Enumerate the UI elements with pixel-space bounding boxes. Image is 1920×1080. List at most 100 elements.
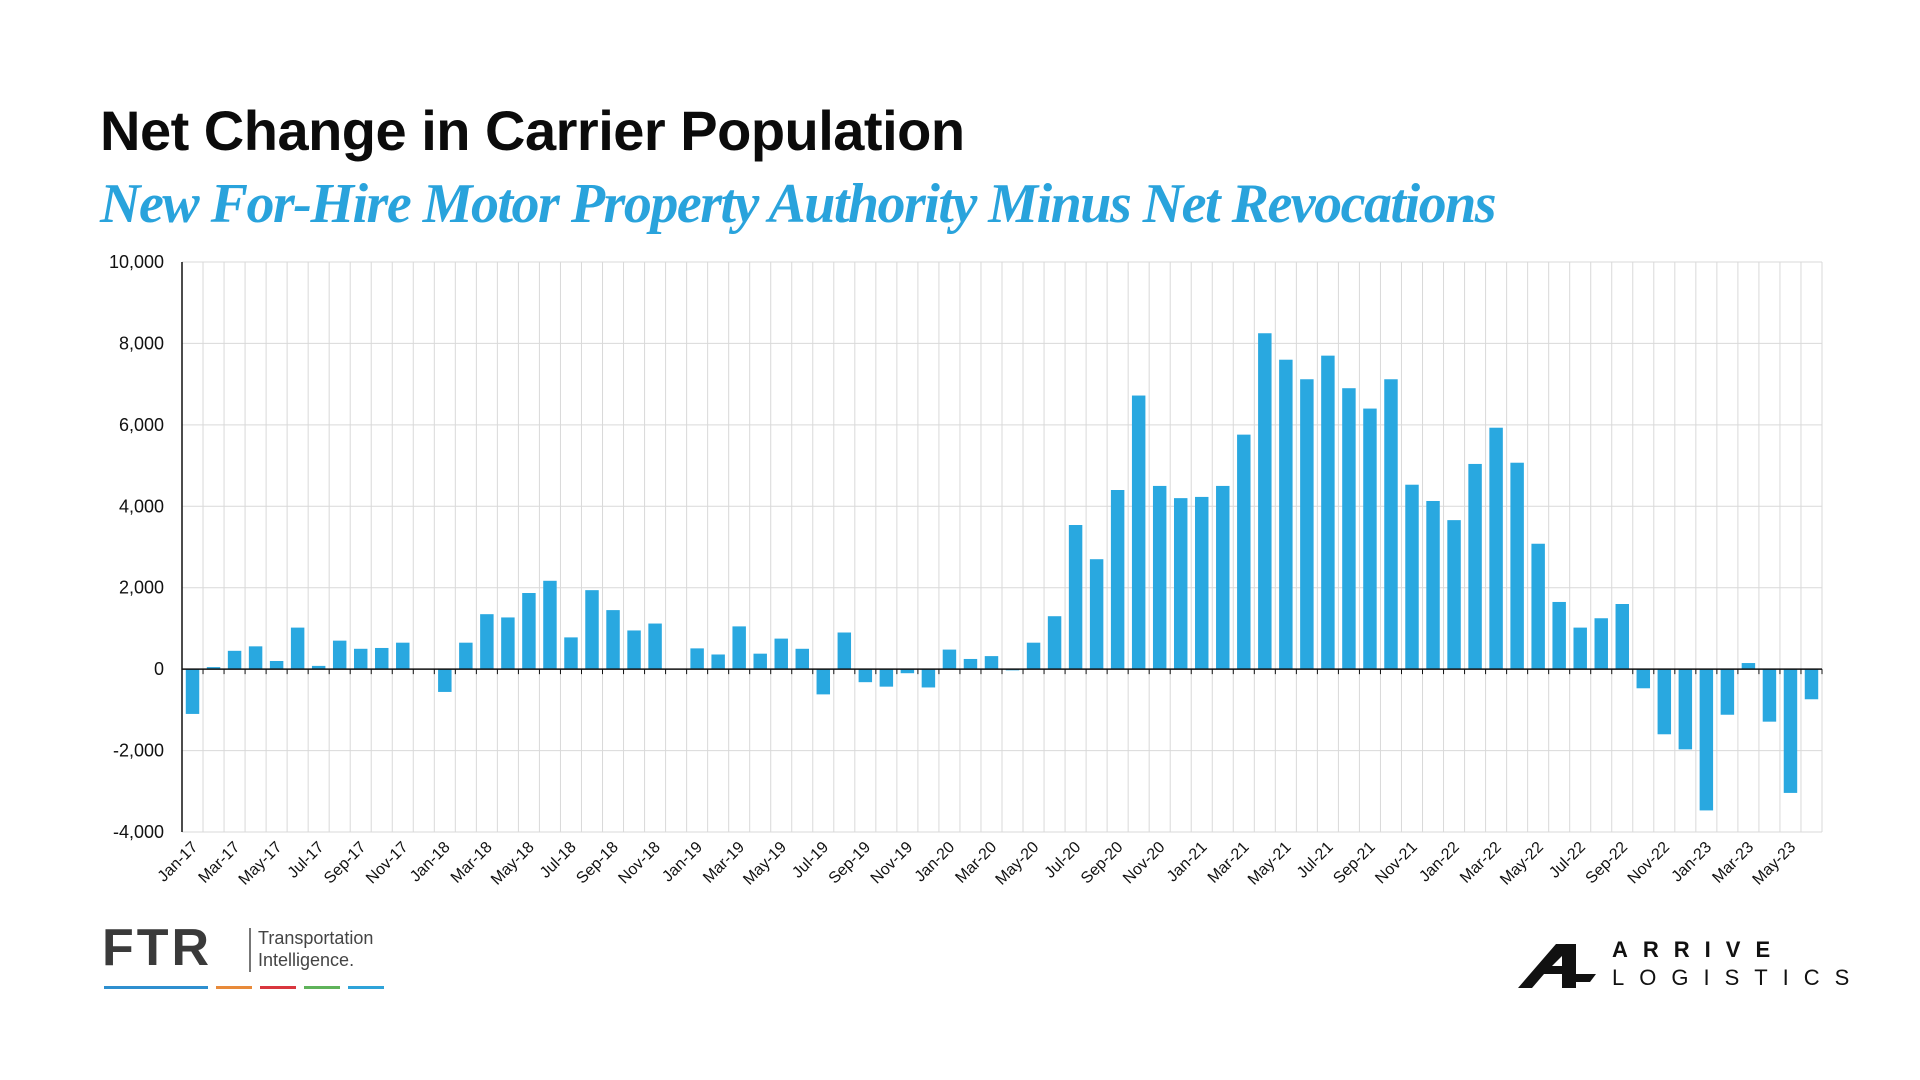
bar-Jul-18 — [564, 637, 578, 670]
bar-Apr-23 — [1762, 669, 1777, 722]
x-tick-label: Sep-22 — [1583, 839, 1632, 888]
bar-Dec-21 — [1426, 500, 1440, 670]
bar-Jan-17 — [185, 669, 200, 714]
ftr-logo-divider — [249, 928, 251, 972]
bar-Jun-19 — [795, 648, 809, 670]
bar-Feb-21 — [1216, 485, 1230, 670]
bar-Aug-18 — [585, 590, 599, 670]
y-tick-label: 0 — [154, 659, 164, 679]
bar-Jun-18 — [543, 580, 557, 670]
bar-Sep-20 — [1110, 490, 1125, 670]
x-tick-label: Sep-19 — [826, 839, 875, 888]
x-tick-label: Nov-22 — [1625, 839, 1674, 888]
ftr-color-bar — [216, 986, 252, 989]
bar-Feb-23 — [1720, 669, 1735, 715]
bar-Nov-17 — [396, 642, 410, 670]
bar-Feb-22 — [1468, 463, 1482, 670]
x-tick-label: Jan-21 — [1164, 839, 1211, 886]
x-tick-label: Mar-20 — [952, 839, 1000, 887]
bar-Jun-22 — [1552, 601, 1566, 670]
bar-May-20 — [1026, 642, 1041, 670]
bar-Nov-19 — [900, 669, 915, 674]
chart-title: Net Change in Carrier Population — [100, 99, 965, 162]
bar-Sep-18 — [606, 610, 620, 670]
bar-Dec-19 — [921, 669, 936, 688]
bar-Nov-20 — [1152, 485, 1167, 670]
chart-subtitle: New For-Hire Motor Property Authority Mi… — [100, 173, 1497, 235]
bar-Aug-22 — [1594, 618, 1608, 670]
bar-Nov-22 — [1657, 669, 1672, 735]
bar-Jul-20 — [1068, 525, 1083, 670]
bar-Jan-19 — [690, 648, 704, 670]
ftr-color-bar — [304, 986, 340, 989]
bar-Apr-22 — [1510, 462, 1524, 670]
bar-Apr-21 — [1258, 333, 1272, 670]
bar-May-19 — [774, 638, 788, 670]
bar-Dec-20 — [1173, 498, 1188, 670]
x-tick-label: Sep-18 — [573, 839, 622, 888]
bar-Apr-19 — [753, 653, 767, 670]
bar-May-22 — [1531, 543, 1545, 670]
bar-Oct-19 — [879, 669, 894, 687]
x-tick-label: Jan-22 — [1416, 839, 1463, 886]
bar-Feb-18 — [459, 642, 473, 670]
ftr-tagline-line2: Intelligence. — [258, 950, 355, 970]
bar-Nov-21 — [1405, 484, 1419, 670]
x-tick-label: Nov-21 — [1372, 839, 1421, 888]
arrive-logo-mark-icon — [1518, 944, 1596, 988]
bar-Sep-19 — [858, 669, 873, 683]
bar-Jan-22 — [1447, 520, 1461, 670]
x-tick-label: Nov-17 — [363, 839, 412, 888]
x-tick-label: Mar-21 — [1205, 839, 1253, 887]
x-tick-label: May-18 — [488, 839, 538, 889]
x-tick-label: Mar-22 — [1457, 839, 1505, 887]
x-tick-label: May-19 — [740, 839, 790, 889]
bar-Mar-18 — [480, 614, 494, 670]
bar-Jan-23 — [1699, 669, 1714, 811]
ftr-logo: FTR Transportation Intelligence. — [102, 922, 402, 992]
x-tick-label: Sep-20 — [1078, 839, 1127, 888]
bar-Aug-21 — [1342, 388, 1356, 670]
x-tick-label: Jan-23 — [1669, 839, 1716, 886]
bar-Oct-18 — [627, 630, 641, 670]
bar-Aug-20 — [1089, 559, 1104, 670]
y-tick-label: 2,000 — [119, 578, 164, 598]
bar-Jul-21 — [1321, 355, 1335, 670]
x-tick-label: Mar-18 — [448, 839, 496, 887]
bar-Sep-17 — [353, 648, 368, 670]
bar-Sep-21 — [1363, 408, 1377, 670]
bar-Jul-22 — [1573, 627, 1587, 670]
bar-Jan-20 — [942, 649, 957, 670]
y-tick-label: 8,000 — [119, 333, 164, 353]
bar-Jul-19 — [816, 669, 831, 695]
x-tick-label: Jan-17 — [155, 839, 202, 886]
bar-Jan-21 — [1195, 496, 1209, 670]
grid-lines — [181, 261, 1823, 833]
x-tick-label: Nov-18 — [615, 839, 664, 888]
bar-Oct-22 — [1636, 669, 1651, 689]
bar-Mar-17 — [227, 650, 242, 670]
x-tick-label: Nov-19 — [868, 839, 917, 888]
ftr-logo-letters: FTR — [102, 919, 213, 977]
arrive-logistics-logo: ARRIVE LOGISTICS — [1518, 938, 1858, 998]
bar-Mar-20 — [984, 656, 999, 670]
bar-Jun-23 — [1804, 669, 1819, 700]
bar-Mar-19 — [732, 626, 746, 670]
bar-Feb-17 — [206, 667, 221, 670]
y-tick-label: -4,000 — [113, 822, 164, 842]
bar-May-23 — [1783, 669, 1798, 793]
bar-Oct-17 — [375, 647, 389, 670]
x-tick-label: Jan-20 — [912, 839, 959, 886]
bar-Nov-18 — [648, 623, 662, 670]
bar-May-17 — [269, 661, 284, 670]
ftr-tagline-line1: Transportation — [258, 928, 374, 948]
bar-Jul-17 — [311, 665, 326, 670]
bar-Jun-20 — [1047, 616, 1062, 670]
bar-Feb-20 — [963, 658, 978, 670]
bar-May-21 — [1279, 359, 1293, 670]
x-tick-label: Mar-17 — [196, 839, 244, 887]
arrive-wordmark-line2: LOGISTICS — [1612, 965, 1865, 990]
bar-Mar-21 — [1237, 434, 1251, 670]
